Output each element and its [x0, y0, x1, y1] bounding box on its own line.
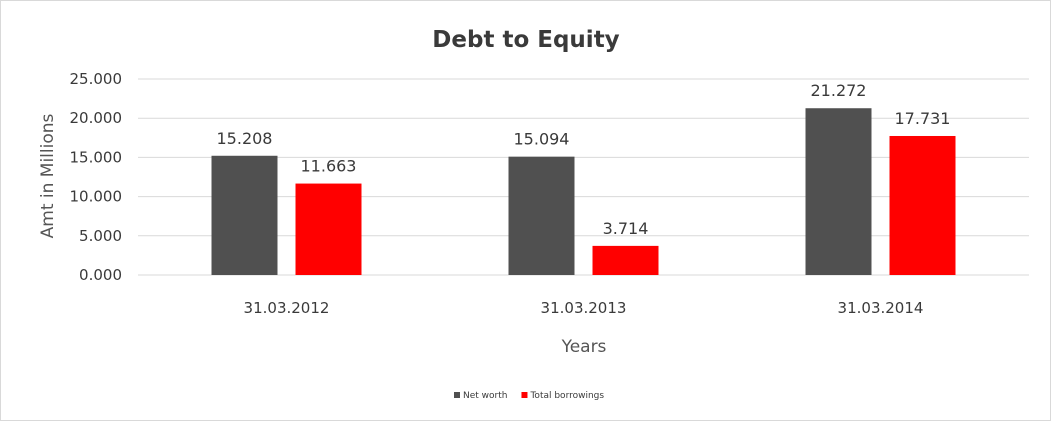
y-tick-label: 20.000 [70, 109, 123, 127]
x-axis-title: Years [561, 337, 607, 357]
legend-label: Net worth [463, 391, 507, 401]
legend-label: Total borrowings [529, 391, 604, 401]
data-labels: 15.208 11.663 15.094 3.714 21.272 17.731 [217, 81, 951, 238]
x-axis-categories: 31.03.2012 31.03.2013 31.03.2014 [244, 299, 924, 317]
data-label: 21.272 [811, 81, 867, 100]
y-axis-ticks: 0.000 5.000 10.000 15.000 20.000 25.000 [70, 70, 123, 284]
bar-total-borrowings [592, 245, 659, 275]
x-category-label: 31.03.2012 [244, 299, 330, 317]
x-category-label: 31.03.2013 [541, 299, 627, 317]
y-axis-title: Amt in Millions [38, 113, 58, 238]
bar-total-borrowings [889, 135, 956, 275]
bar-net-worth [805, 108, 872, 275]
bar-net-worth [508, 156, 575, 275]
y-tick-label: 25.000 [70, 70, 123, 88]
gridlines [138, 78, 1029, 276]
data-label: 3.714 [603, 219, 649, 238]
y-tick-label: 5.000 [79, 227, 122, 245]
bar-net-worth [211, 155, 278, 275]
data-label: 17.731 [895, 109, 951, 128]
bars [211, 108, 956, 275]
y-tick-label: 15.000 [70, 148, 123, 166]
data-label: 15.208 [217, 129, 273, 148]
data-label: 15.094 [514, 130, 570, 149]
legend-swatch [454, 392, 460, 398]
y-tick-label: 10.000 [70, 188, 123, 206]
y-tick-label: 0.000 [79, 266, 122, 284]
legend-swatch [521, 392, 528, 398]
data-label: 11.663 [301, 157, 357, 176]
bar-total-borrowings [295, 183, 362, 275]
legend: Net worth Total borrowings [454, 391, 604, 401]
chart-title: Debt to Equity [432, 27, 619, 53]
x-category-label: 31.03.2014 [838, 299, 924, 317]
